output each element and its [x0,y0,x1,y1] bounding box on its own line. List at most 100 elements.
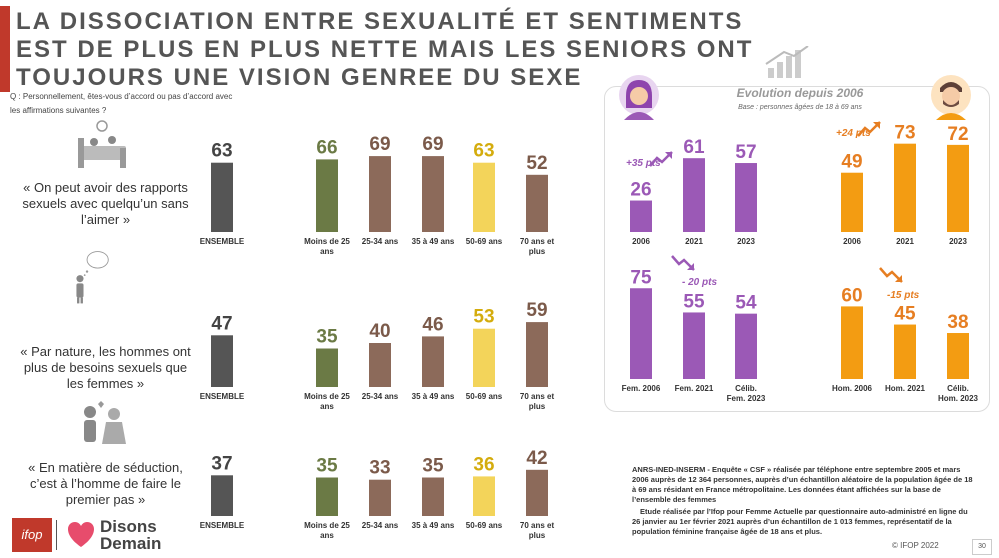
category-label-2-2: Moins de 25 [304,392,350,401]
value-label-1-6: 52 [526,153,547,174]
category-label-3-3: 25-34 ans [362,521,399,530]
value-label-1-5: 63 [473,141,494,162]
value-label-2-5: 53 [473,307,494,328]
bar-1-5 [473,162,495,232]
value-label-3-6: 42 [526,448,547,469]
bar-3-1 [211,475,233,516]
evo-category-4-1: Hom. 2006 [832,384,873,393]
value-label-1-1: 63 [211,141,232,162]
category-label-1-6: 70 ans et [520,237,555,246]
evo-bar-4-1 [841,306,863,379]
page-number: 30 [972,539,992,555]
category-label-1-6: plus [529,247,546,256]
trend-down-icon [879,267,903,283]
methodology-note: ANRS-INED-INSERM - Enquête « CSF » réali… [632,465,977,539]
evo-bar-1-1 [630,200,652,232]
category-label-2-6: 70 ans et [520,392,555,401]
value-label-3-5: 36 [473,454,494,475]
change-badge-3: - 20 pts [682,277,717,288]
evo-value-2-1: 49 [841,152,862,173]
evo-category-2-1: 2006 [843,237,861,246]
value-label-1-4: 69 [422,134,443,155]
trend-up-icon [857,121,881,137]
bar-3-5 [473,476,495,516]
evo-category-4-3: Célib. [947,384,969,393]
category-label-3-5: 50-69 ans [466,521,503,530]
evolution-panel [604,86,990,412]
category-label-2-5: 50-69 ans [466,392,503,401]
value-label-3-3: 33 [369,458,390,479]
question-text: Q : Personnellement, êtes-vous d’accord … [10,92,233,115]
category-label-1-2: Moins de 25 [304,237,350,246]
ifop-logo: ifop [12,518,52,552]
category-label-2-4: 35 à 49 ans [412,392,455,401]
evo-category-1-3: 2023 [737,237,755,246]
bar-2-5 [473,328,495,387]
category-label-2-6: plus [529,402,546,411]
bar-2-3 [369,343,391,387]
bar-2-2 [316,348,338,387]
evo-value-4-1: 60 [841,285,862,306]
evo-value-3-1: 75 [630,267,652,288]
evo-bar-3-1 [630,288,652,379]
category-label-3-2: ans [320,531,334,540]
title-accent-bar [0,6,10,92]
evo-value-2-2: 73 [894,123,915,144]
statement-3: « En matière de séduction, c’est à l’hom… [28,460,183,507]
disons-demain-logo: Disons Demain [100,517,162,553]
category-label-1-4: 35 à 49 ans [412,237,455,246]
bar-2-6 [526,322,548,387]
evo-category-3-2: Fem. 2021 [675,384,714,393]
evo-bar-1-3 [735,163,757,232]
value-label-2-3: 40 [369,321,390,342]
category-label-2-2: ans [320,402,334,411]
evo-bar-2-3 [947,144,969,232]
category-label-3-6: plus [529,531,546,540]
evo-category-3-3: Célib. [735,384,757,393]
category-label-2-3: 25-34 ans [362,392,399,401]
evo-value-1-2: 61 [683,137,705,158]
evo-value-2-3: 72 [947,124,968,145]
value-label-1-2: 66 [316,137,337,158]
evo-category-1-1: 2006 [632,237,650,246]
trend-up-icon [649,151,673,167]
man-avatar-icon [931,75,971,120]
value-label-2-2: 35 [316,327,338,348]
category-label-1-3: 25-34 ans [362,237,399,246]
bar-1-3 [369,156,391,232]
bar-3-3 [369,479,391,516]
evolution-title: Evolution depuis 2006 [736,86,864,100]
couple-in-bed-icon [78,120,126,168]
bar-2-1 [211,335,233,387]
evo-bar-4-3 [947,333,969,379]
statement-1: « On peut avoir des rapports sexuels ave… [22,180,189,227]
category-label-1-5: 50-69 ans [466,237,503,246]
value-label-2-1: 47 [211,313,232,334]
evo-category-2-3: 2023 [949,237,967,246]
value-label-2-6: 59 [526,300,547,321]
category-label-3-4: 35 à 49 ans [412,521,455,530]
thinking-man-icon [76,251,109,304]
man-woman-flirt-icon [84,401,126,444]
evo-category-3-1: Fem. 2006 [622,384,661,393]
category-label-1-1: ENSEMBLE [200,237,245,246]
page-title: LA DISSOCIATION ENTRE SEXUALITÉ ET SENTI… [16,8,754,91]
evo-value-4-3: 38 [947,312,968,333]
value-label-1-3: 69 [369,134,390,155]
value-label-2-4: 46 [422,314,443,335]
bar-1-1 [211,162,233,232]
evo-value-3-3: 54 [735,293,757,314]
copyright: © IFOP 2022 [892,541,939,550]
bar-1-6 [526,174,548,232]
value-label-3-2: 35 [316,456,338,477]
category-label-1-2: ans [320,247,334,256]
bar-2-4 [422,336,444,387]
trend-arrowhead-icon [687,263,694,270]
evo-category-2-2: 2021 [896,237,914,246]
evo-bar-1-2 [683,158,705,232]
statement-2: « Par nature, les hommes ont plus de bes… [20,344,191,391]
evo-value-4-2: 45 [894,304,916,325]
value-label-3-1: 37 [211,453,232,474]
category-label-3-2: Moins de 25 [304,521,350,530]
